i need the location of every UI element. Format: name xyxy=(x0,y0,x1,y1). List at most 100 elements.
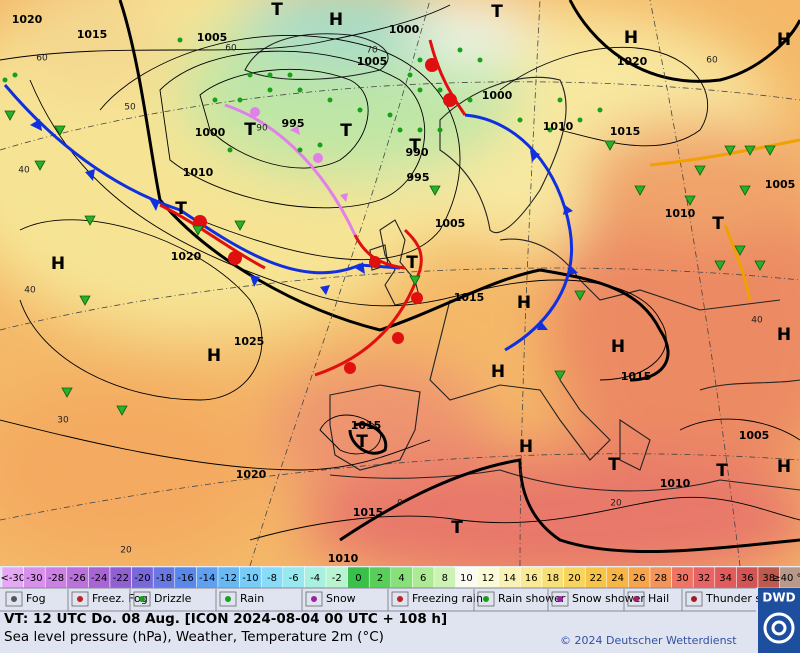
scale-label: 28 xyxy=(654,573,667,584)
scale-label: -10 xyxy=(242,573,258,584)
legend-icon-mark xyxy=(691,596,697,602)
rain-symbol xyxy=(2,77,8,83)
isobar-label: 990 xyxy=(406,146,429,159)
legend-label: Drizzle xyxy=(154,592,192,605)
legend-icon xyxy=(133,591,151,607)
rain-symbol xyxy=(387,112,393,118)
scale-label: -28 xyxy=(48,573,64,584)
shower-symbol xyxy=(604,140,616,151)
scale-label: 4 xyxy=(398,573,404,584)
pressure-center: H xyxy=(329,10,343,30)
shower-symbol xyxy=(694,165,706,176)
pressure-center: H xyxy=(777,457,791,477)
isobar-label: 1010 xyxy=(660,477,691,490)
scale-label: 10 xyxy=(460,573,473,584)
rain-symbol xyxy=(557,97,563,103)
scale-label: -2 xyxy=(332,573,342,584)
scale-label: 14 xyxy=(503,573,516,584)
isobar-label: 1020 xyxy=(12,13,43,26)
isobar-label: 1000 xyxy=(389,23,420,36)
temperature-label: 90 xyxy=(256,124,268,134)
legend-label: Snow xyxy=(326,592,356,605)
shower-symbol xyxy=(34,160,46,171)
copyright: © 2024 Deutscher Wetterdienst xyxy=(560,634,737,647)
rain-symbol xyxy=(227,147,233,153)
scale-label: -12 xyxy=(221,573,237,584)
pressure-center: T xyxy=(608,455,620,475)
legend-icon-mark xyxy=(139,596,145,602)
isobar-label: 1015 xyxy=(77,28,108,41)
pressure-center: T xyxy=(451,518,463,538)
rain-symbol xyxy=(12,72,18,78)
isobar-label: 1015 xyxy=(621,370,652,383)
rain-symbol xyxy=(407,72,413,78)
scale-label: 26 xyxy=(633,573,646,584)
weather-legend: Fog Freez. Fog Drizzle Rain Snow Freezing rai… xyxy=(5,589,787,611)
scale-label: -20 xyxy=(134,573,150,584)
scale-label: 6 xyxy=(420,573,426,584)
scale-label: <-30 xyxy=(0,573,25,584)
scale-label: 18 xyxy=(546,573,559,584)
isobar-label: 1005 xyxy=(197,31,228,44)
temperature-label: 40 xyxy=(24,286,36,296)
rain-symbol xyxy=(417,127,423,133)
shower-symbol xyxy=(554,370,566,381)
temperature-label: 60 xyxy=(225,44,237,54)
rain-symbol xyxy=(297,147,303,153)
scale-label: ≥40 °C xyxy=(772,573,800,584)
legend-label: Rain xyxy=(240,592,264,605)
isobar-label: 995 xyxy=(282,117,305,130)
rain-symbol xyxy=(457,47,463,53)
map-area: 1020 1015 1005 1000 1005 1000 1010 1015 1020 1000… xyxy=(0,0,800,566)
isobar-label: 1025 xyxy=(234,335,265,348)
rain-symbol xyxy=(297,87,303,93)
pressure-center: T xyxy=(271,0,283,20)
legend-icon xyxy=(219,591,237,607)
isobar-label: 1000 xyxy=(482,89,513,102)
shower-symbol xyxy=(84,215,96,226)
isobar-label: 1020 xyxy=(617,55,648,68)
isobar-label: 1015 xyxy=(351,419,382,432)
pressure-center: H xyxy=(517,293,531,313)
fronts xyxy=(3,39,800,377)
isobar-label: 1005 xyxy=(435,217,466,230)
scale-label: 22 xyxy=(590,573,603,584)
scale-label: 34 xyxy=(719,573,732,584)
pressure-center: T xyxy=(340,121,352,141)
temperature-label: 50 xyxy=(124,103,136,113)
legend-icon-mark xyxy=(483,596,489,602)
map-labels: 1020 1015 1005 1000 1005 1000 1010 1015 1020 1000… xyxy=(12,0,796,565)
legend-label: Freezing rain xyxy=(412,592,483,605)
scale-label: -22 xyxy=(113,573,129,584)
shower-symbol xyxy=(61,387,73,398)
rain-symbol xyxy=(437,127,443,133)
logo-text: DWD xyxy=(762,591,795,605)
rain-symbol xyxy=(477,57,483,63)
graticule xyxy=(0,0,800,566)
rain-symbol xyxy=(417,57,423,63)
isobar-label: 1010 xyxy=(183,166,214,179)
rain-symbol xyxy=(437,87,443,93)
pressure-center: T xyxy=(491,2,503,22)
pressure-center: H xyxy=(777,30,791,50)
legend-label: Fog xyxy=(26,592,46,605)
shower-symbol xyxy=(724,145,736,156)
logo-swirl xyxy=(771,620,787,636)
legend-label: Snow shower xyxy=(572,592,645,605)
temperature-label: 30 xyxy=(57,416,69,426)
scale-label: 24 xyxy=(611,573,624,584)
pressure-center: H xyxy=(777,325,791,345)
temperature-blobs xyxy=(0,0,800,566)
rain-symbol xyxy=(517,117,523,123)
isobar-label: 1005 xyxy=(739,429,770,442)
rain-symbol xyxy=(212,97,218,103)
scale-label: 38 xyxy=(762,573,775,584)
weather-symbols xyxy=(2,37,776,416)
shower-symbol xyxy=(574,290,586,301)
shower-symbol xyxy=(116,405,128,416)
legend-icon-mark xyxy=(311,596,317,602)
scale-label: 36 xyxy=(741,573,754,584)
scale-label: -14 xyxy=(199,573,215,584)
scale-label: -16 xyxy=(177,573,193,584)
rain-symbol xyxy=(317,142,323,148)
